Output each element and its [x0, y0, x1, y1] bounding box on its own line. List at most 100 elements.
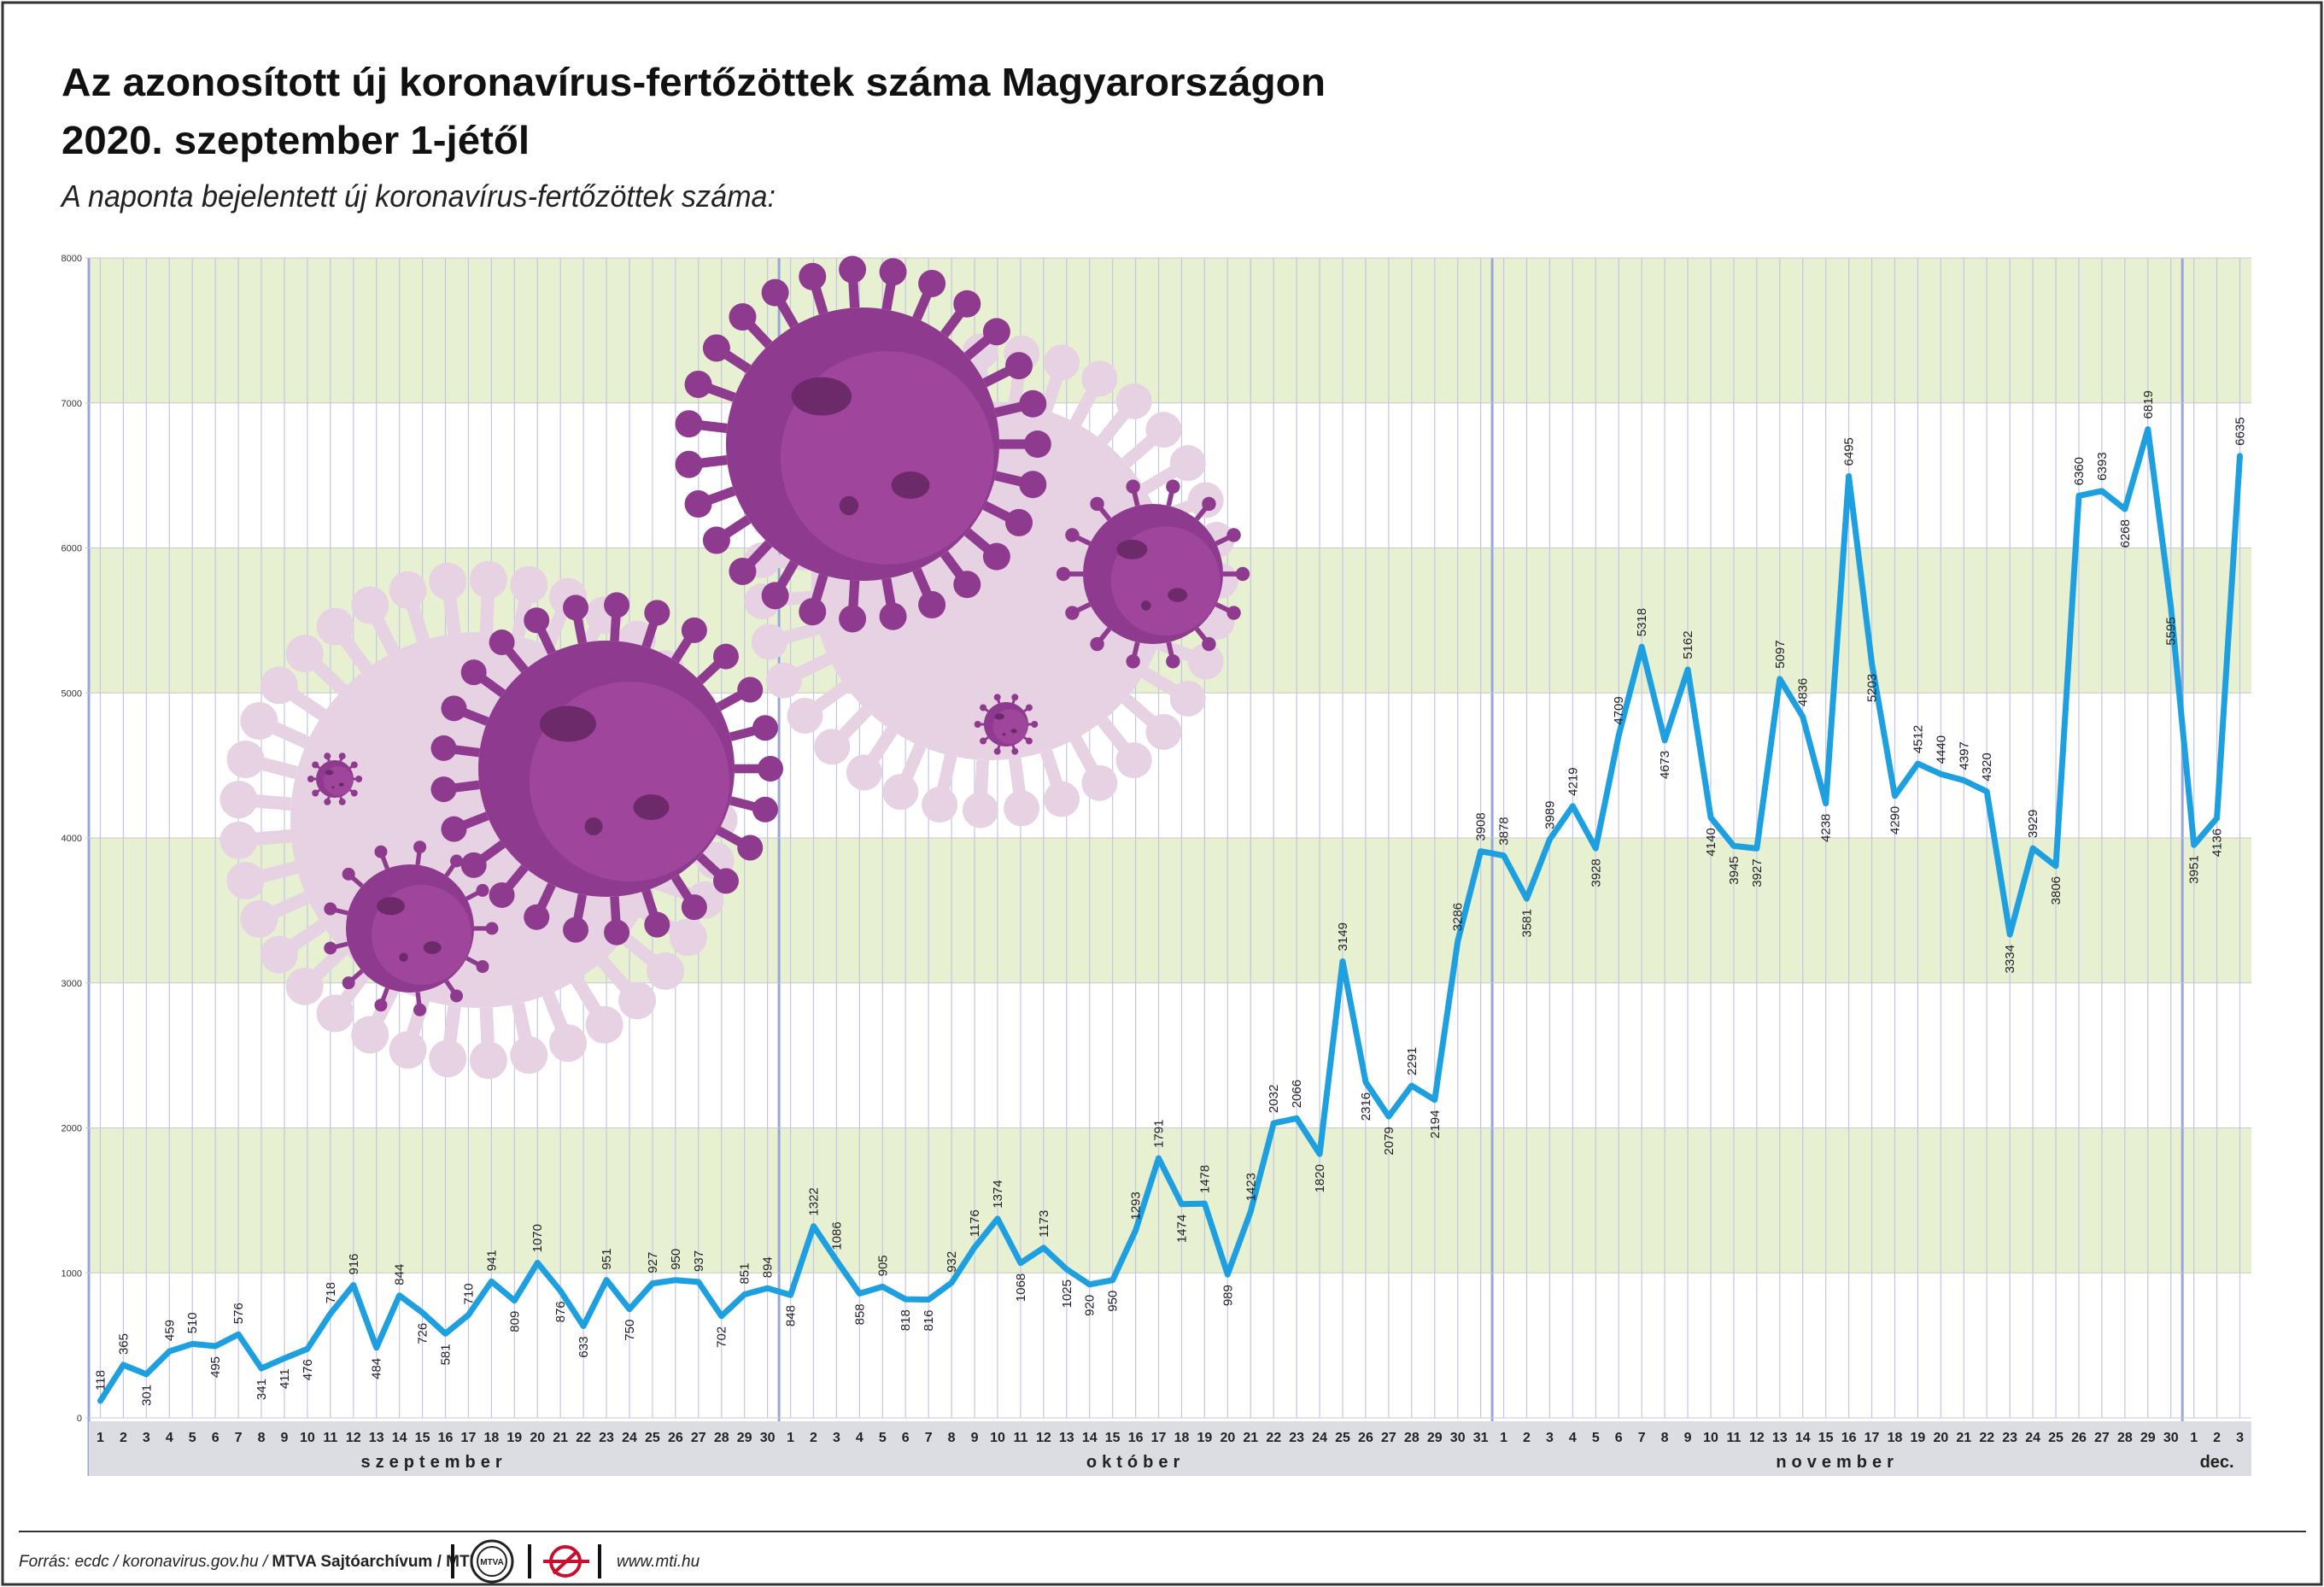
data-label: 6360 — [2072, 457, 2087, 485]
y-tick-label: 8000 — [61, 254, 82, 264]
data-point — [1387, 1115, 1390, 1118]
x-tick-label: 28 — [714, 1431, 729, 1445]
data-label: 5203 — [1865, 674, 1880, 702]
x-tick-label: 17 — [1864, 1431, 1880, 1445]
x-tick-label: 3 — [2236, 1431, 2244, 1445]
data-point — [1295, 1116, 1298, 1120]
title-line-2: 2020. szeptember 1-jétől — [61, 118, 530, 162]
x-tick-label: 5 — [1592, 1431, 1600, 1445]
month-label: szeptember — [360, 1453, 506, 1472]
data-point — [1410, 1084, 1414, 1087]
data-label: 4440 — [1934, 735, 1948, 764]
data-label: 920 — [1083, 1295, 1098, 1316]
data-label: 816 — [922, 1309, 936, 1331]
data-point — [743, 1293, 746, 1297]
data-point — [98, 1399, 102, 1403]
x-tick-label: 2 — [120, 1431, 127, 1445]
data-label: 3928 — [1589, 858, 1603, 887]
virus-illustrations — [220, 255, 1250, 1080]
x-axis-strip — [89, 1421, 2251, 1476]
data-point — [421, 1311, 424, 1315]
x-tick-label: 13 — [1772, 1431, 1788, 1445]
x-tick-label: 29 — [737, 1431, 752, 1445]
x-tick-label: 25 — [2048, 1431, 2064, 1445]
data-label: 3929 — [2026, 810, 2040, 838]
x-tick-label: 9 — [971, 1431, 979, 1445]
data-label: 927 — [646, 1252, 660, 1274]
x-tick-label: 29 — [2140, 1431, 2156, 1445]
data-point — [674, 1279, 677, 1282]
month-label: október — [1086, 1453, 1185, 1472]
data-point — [1985, 790, 1988, 794]
data-point — [1318, 1152, 1321, 1156]
x-tick-label: 18 — [1174, 1431, 1190, 1445]
data-label: 4673 — [1658, 751, 1672, 779]
x-tick-label: 28 — [2117, 1431, 2133, 1445]
x-tick-label: 16 — [1841, 1431, 1857, 1445]
data-point — [1594, 846, 1597, 850]
x-tick-label: 1 — [97, 1431, 104, 1445]
x-tick-label: 7 — [235, 1431, 243, 1445]
x-tick-label: 15 — [415, 1431, 430, 1445]
x-tick-label: 23 — [599, 1431, 614, 1445]
data-point — [766, 1286, 770, 1290]
data-point — [329, 1312, 332, 1315]
x-tick-label: 30 — [2163, 1431, 2179, 1445]
data-label: 876 — [553, 1301, 568, 1322]
data-label: 818 — [899, 1309, 913, 1331]
footer-separator-3 — [598, 1544, 601, 1578]
data-point — [1962, 779, 1965, 782]
data-label: 1322 — [806, 1187, 821, 1215]
data-point — [214, 1344, 217, 1348]
footer-credit: MTVA Sajtóarchívum / MTI — [272, 1553, 473, 1571]
data-point — [1916, 762, 1919, 765]
x-tick-label: 19 — [1911, 1431, 1926, 1445]
data-point — [1456, 940, 1460, 943]
data-label: 6393 — [2095, 452, 2110, 480]
data-point — [858, 1291, 861, 1295]
data-point — [2216, 817, 2219, 820]
x-tick-label: 9 — [1684, 1431, 1692, 1445]
data-label: 459 — [162, 1320, 177, 1341]
x-tick-label: 10 — [1703, 1431, 1718, 1445]
x-tick-label: 15 — [1105, 1431, 1121, 1445]
data-point — [2169, 605, 2173, 608]
data-point — [834, 1259, 838, 1262]
data-point — [1433, 1098, 1437, 1102]
data-labels: 118 365 301 459 510 495 576 341 411 476 718 916 484 8… — [93, 390, 2247, 1406]
x-tick-label: 20 — [1933, 1431, 1948, 1445]
data-point — [1157, 1157, 1161, 1160]
data-label: 1374 — [991, 1180, 1005, 1208]
data-label: 4397 — [1957, 741, 1971, 770]
data-point — [1226, 1273, 1229, 1276]
data-label: 633 — [577, 1337, 591, 1358]
data-point — [167, 1350, 171, 1353]
data-point — [1525, 897, 1529, 900]
y-tick-label: 1000 — [61, 1268, 82, 1279]
data-point — [559, 1289, 562, 1292]
data-point — [1640, 645, 1643, 648]
data-point — [2123, 507, 2127, 511]
data-label: 3951 — [2187, 855, 2202, 883]
x-tick-label: 19 — [506, 1431, 522, 1445]
data-point — [2054, 864, 2058, 868]
grid-band — [89, 1127, 2251, 1274]
data-label: 1820 — [1313, 1164, 1327, 1192]
x-tick-label: 21 — [553, 1431, 568, 1445]
data-point — [1180, 1203, 1183, 1206]
data-point — [1617, 734, 1620, 737]
data-label: 809 — [507, 1311, 522, 1332]
x-tick-label: 29 — [1427, 1431, 1443, 1445]
data-label: 1176 — [968, 1209, 982, 1237]
y-tick-label: 0 — [77, 1414, 82, 1424]
data-point — [444, 1332, 448, 1335]
data-point — [651, 1282, 654, 1285]
data-label: 1025 — [1060, 1280, 1074, 1308]
data-point — [628, 1308, 631, 1311]
data-point — [1847, 474, 1851, 477]
data-point — [260, 1367, 263, 1370]
data-label: 6635 — [2233, 417, 2248, 445]
data-label: 510 — [185, 1312, 200, 1333]
data-label: 6819 — [2141, 390, 2156, 419]
data-label: 2066 — [1290, 1080, 1304, 1108]
